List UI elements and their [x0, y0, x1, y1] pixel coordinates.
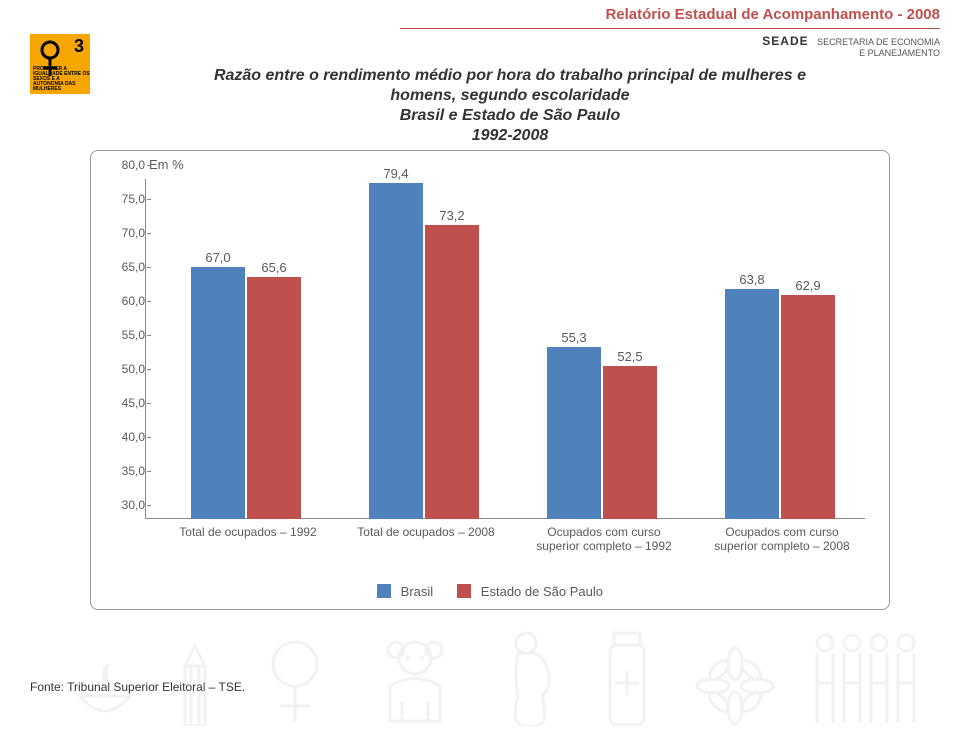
y-tick: 35,0	[105, 464, 145, 478]
bar: 52,5	[603, 366, 657, 519]
category-label: Ocupados com curso superior completo – 1…	[529, 519, 679, 553]
category-label: Total de ocupados – 1992	[173, 519, 323, 539]
category-label: Total de ocupados – 2008	[351, 519, 501, 539]
seade-block: SEADE SECRETARIA DE ECONOMIA E PLANEJAME…	[762, 34, 940, 58]
legend: Brasil Estado de São Paulo	[377, 584, 603, 599]
y-tick: 75,0	[105, 192, 145, 206]
bar: 67,0	[191, 267, 245, 519]
legend-item-sp: Estado de São Paulo	[457, 584, 603, 599]
bar-value-label: 73,2	[425, 208, 479, 223]
chart-title-line1: Razão entre o rendimento médio por hora …	[214, 67, 806, 84]
bar: 63,8	[725, 289, 779, 519]
seade-line1: SECRETARIA DE ECONOMIA	[817, 37, 940, 47]
gender-icon	[260, 636, 330, 726]
chart-title-line2: homens, segundo escolaridade	[390, 87, 629, 104]
bar: 79,4	[369, 183, 423, 519]
y-tick: 60,0	[105, 294, 145, 308]
category-label: Ocupados com curso superior completo – 2…	[707, 519, 857, 553]
bar-group: 67,065,6Total de ocupados – 1992	[173, 179, 323, 519]
seade-logo: SEADE	[762, 34, 808, 48]
chart-title-line3: Brasil e Estado de São Paulo	[400, 107, 621, 124]
bar-value-label: 52,5	[603, 349, 657, 364]
unit-label: Em %	[149, 157, 184, 172]
child-icon	[370, 636, 460, 726]
plot-area: 30,035,040,045,050,055,060,065,070,075,0…	[145, 179, 865, 519]
bar-value-label: 79,4	[369, 166, 423, 181]
bar: 55,3	[547, 347, 601, 519]
bar-value-label: 65,6	[247, 260, 301, 275]
y-tick: 30,0	[105, 498, 145, 512]
bar-group: 63,862,9Ocupados com curso superior comp…	[707, 179, 857, 519]
legend-item-brasil: Brasil	[377, 584, 433, 599]
legend-label-brasil: Brasil	[401, 584, 434, 599]
mdg-goal-tile: 3 PROMOVER A IGUALDADE ENTRE OS SEXOS E …	[30, 34, 90, 94]
goal-text: PROMOVER A IGUALDADE ENTRE OS SEXOS E A …	[33, 67, 90, 92]
y-tick: 50,0	[105, 362, 145, 376]
y-tick: 70,0	[105, 226, 145, 240]
goal-number: 3	[74, 36, 84, 57]
y-tick: 45,0	[105, 396, 145, 410]
bar-value-label: 67,0	[191, 250, 245, 265]
bar-group: 55,352,5Ocupados com curso superior comp…	[529, 179, 679, 519]
legend-label-sp: Estado de São Paulo	[481, 584, 603, 599]
pregnant-icon	[500, 631, 560, 726]
bar: 73,2	[425, 225, 479, 519]
y-tick: 40,0	[105, 430, 145, 444]
legend-swatch-brasil	[377, 584, 391, 598]
seade-line2: E PLANEJAMENTO	[859, 48, 940, 58]
bar-value-label: 55,3	[547, 330, 601, 345]
report-header: Relatório Estadual de Acompanhamento - 2…	[605, 6, 940, 23]
background-icons	[0, 620, 960, 730]
bar-group: 79,473,2Total de ocupados – 2008	[351, 179, 501, 519]
y-tick: 65,0	[105, 260, 145, 274]
chart-container: Em % 30,0 35,0 40,0 45,0 50,0 55,0 60,0 65,0 70,…	[90, 150, 890, 610]
bars-host: 67,065,6Total de ocupados – 199279,473,2…	[145, 179, 865, 519]
header-underline	[400, 28, 940, 29]
people-icon	[810, 631, 920, 726]
y-axis: 30,0 35,0 40,0 45,0 50,0 55,0 60,0 65,0 70,0 75,0…	[105, 179, 145, 519]
flower-icon	[695, 646, 775, 726]
bar-value-label: 63,8	[725, 272, 779, 287]
y-tick: 55,0	[105, 328, 145, 342]
source-note: Fonte: Tribunal Superior Eleitoral – TSE…	[30, 680, 245, 694]
chart-title-line4: 1992-2008	[472, 127, 549, 144]
bar: 65,6	[247, 277, 301, 519]
y-tick: 80,0	[105, 158, 145, 172]
chart-title: Razão entre o rendimento médio por hora …	[120, 66, 900, 146]
medicine-icon	[600, 631, 655, 726]
legend-swatch-sp	[457, 584, 471, 598]
bar: 62,9	[781, 295, 835, 519]
bar-value-label: 62,9	[781, 278, 835, 293]
